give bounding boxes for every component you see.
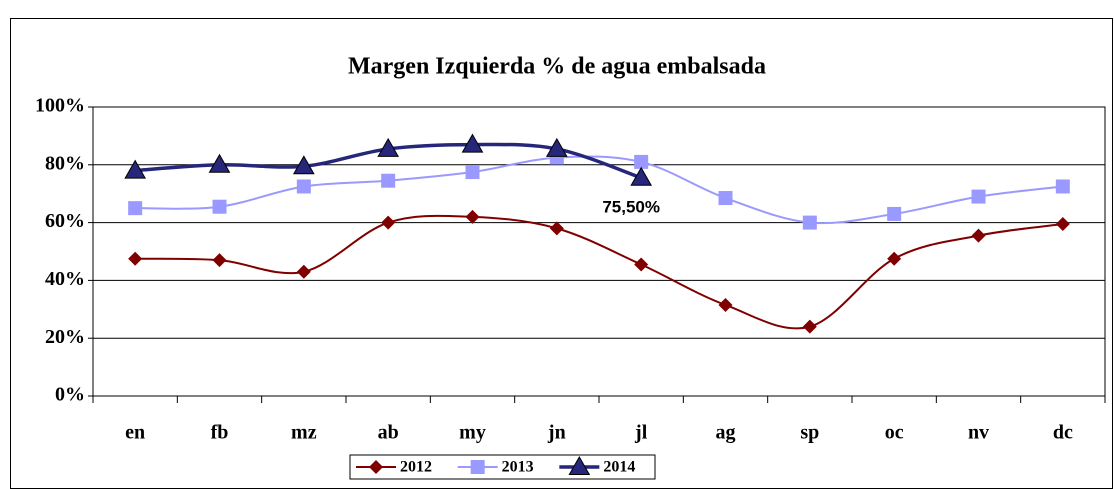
x-tick-label: jn (547, 422, 566, 444)
point-marker (377, 137, 400, 157)
point-marker (381, 173, 396, 188)
point-marker (212, 253, 227, 268)
x-tick-label: jl (634, 422, 648, 444)
point-marker (465, 165, 480, 180)
x-tick-label: ab (378, 422, 399, 444)
x-tick-label: sp (800, 422, 819, 444)
x-tick-label: fb (211, 422, 229, 444)
point-marker (208, 153, 231, 173)
point-marker (718, 297, 733, 312)
series-line (135, 155, 1063, 225)
y-tick-label: 40% (45, 268, 85, 290)
x-tick-label: dc (1053, 422, 1073, 444)
point-marker (296, 179, 311, 194)
y-tick-label: 60% (45, 210, 85, 232)
point-marker (1055, 217, 1070, 232)
point-marker (465, 209, 480, 224)
y-tick-label: 100% (35, 95, 85, 117)
point-marker (549, 221, 564, 236)
point-marker (128, 201, 143, 216)
point-marker (718, 191, 733, 206)
y-tick-label: 0% (55, 384, 85, 406)
legend-label: 2012 (400, 459, 432, 476)
point-marker (971, 189, 986, 204)
x-tick-label: en (125, 422, 145, 444)
chart-frame (10, 18, 1113, 489)
data-label: 75,50% (602, 197, 660, 216)
y-tick-label: 80% (45, 152, 85, 174)
point-marker (634, 257, 649, 272)
point-marker (1055, 179, 1070, 194)
legend-marker (568, 455, 591, 475)
point-marker (381, 215, 396, 230)
point-marker (630, 166, 653, 186)
legend-marker (470, 460, 485, 474)
point-marker (292, 155, 315, 175)
point-marker (971, 228, 986, 243)
x-tick-label: nv (968, 422, 989, 444)
point-marker (296, 264, 311, 279)
point-marker (128, 251, 143, 266)
point-marker (461, 133, 484, 153)
legend-label: 2013 (502, 459, 534, 476)
point-marker (212, 199, 227, 214)
x-tick-label: oc (885, 422, 904, 444)
point-marker (887, 251, 902, 266)
legend-label: 2014 (603, 459, 635, 476)
point-marker (124, 159, 147, 179)
point-marker (545, 137, 568, 157)
x-tick-label: mz (291, 422, 317, 444)
legend-box (349, 454, 656, 480)
chart-title: Margen Izquierda % de agua embalsada (348, 54, 766, 80)
x-tick-label: ag (716, 422, 736, 444)
point-marker (802, 319, 817, 334)
legend-marker (369, 460, 383, 474)
y-tick-label: 20% (45, 326, 85, 348)
point-marker (634, 154, 649, 169)
x-tick-label: my (459, 422, 486, 444)
point-marker (887, 206, 902, 221)
point-marker (802, 215, 817, 230)
